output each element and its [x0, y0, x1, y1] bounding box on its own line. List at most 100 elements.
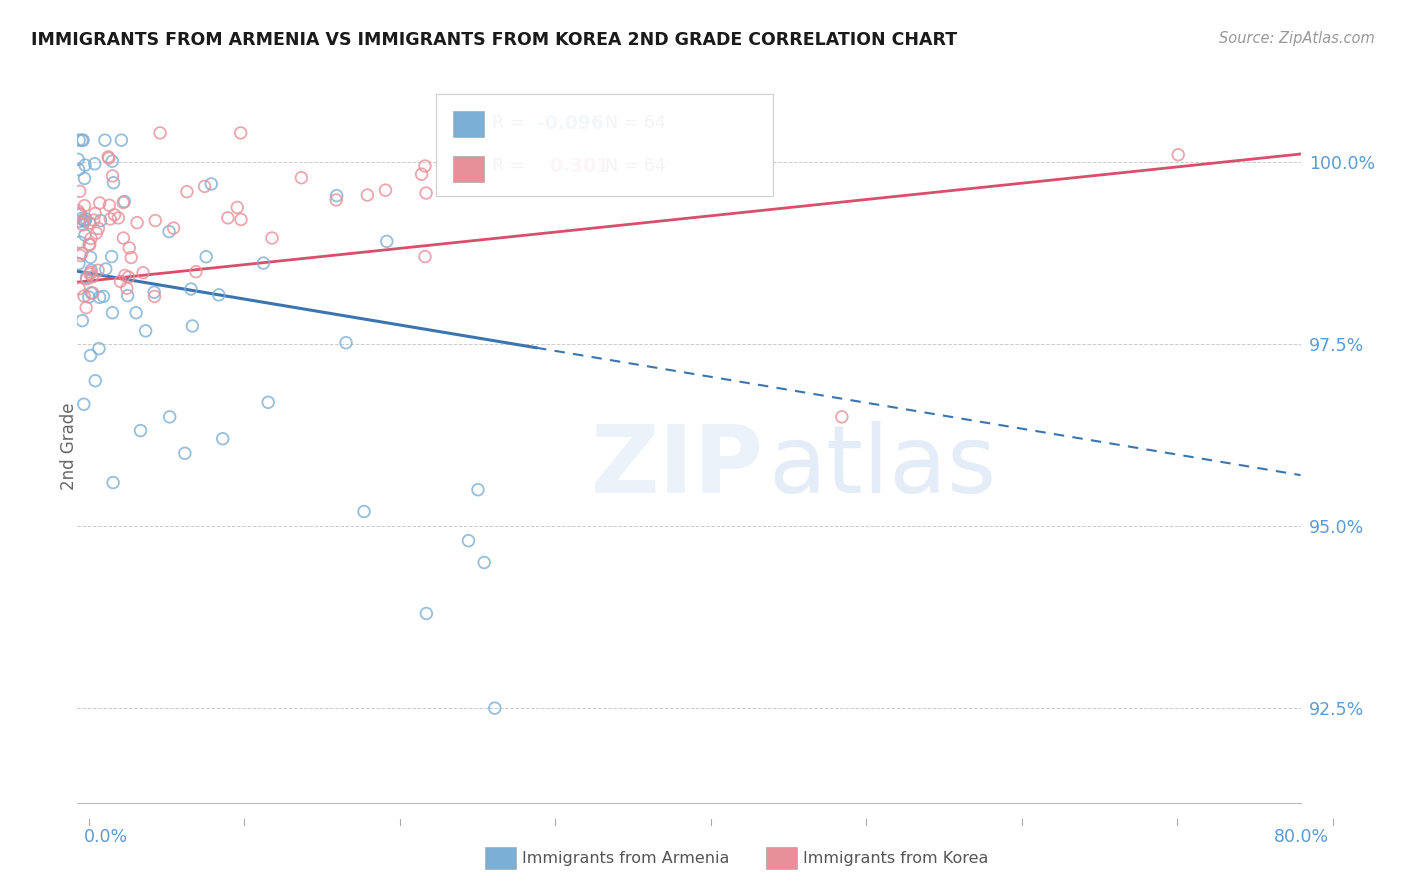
Point [87, 342, 110, 356]
Point [67, 206, 90, 220]
Point [118, 241, 141, 255]
Point [457, 533, 479, 548]
Point [149, 126, 172, 140]
Point [117, 270, 139, 285]
Point [110, 274, 132, 288]
Point [75, 158, 97, 172]
Point [335, 335, 357, 350]
Point [69, 184, 91, 198]
Point [112, 231, 135, 245]
Point [180, 282, 202, 296]
Point [80, 231, 103, 245]
Point [211, 432, 233, 446]
Point [73, 214, 96, 228]
Text: 0.0%: 0.0% [84, 828, 128, 846]
Text: -0.096: -0.096 [537, 114, 605, 133]
Point [117, 288, 139, 302]
Point [103, 176, 125, 190]
Point [195, 250, 218, 264]
Point [325, 193, 347, 207]
Point [143, 213, 166, 227]
Point [72, 313, 94, 327]
Point [98, 198, 121, 212]
Text: atlas: atlas [769, 421, 997, 514]
Point [87, 263, 110, 277]
Point [69, 235, 91, 249]
Text: Immigrants from Korea: Immigrants from Korea [803, 851, 988, 865]
Point [159, 409, 181, 424]
Point [89, 290, 111, 304]
Point [200, 177, 222, 191]
Text: N = 64: N = 64 [605, 114, 665, 132]
Point [125, 306, 148, 320]
Point [89, 196, 111, 211]
Point [217, 211, 239, 225]
Point [67, 203, 90, 218]
Text: 80.0%: 80.0% [1274, 828, 1329, 846]
Point [70, 211, 93, 226]
Point [67, 133, 90, 147]
Point [252, 256, 274, 270]
Point [135, 324, 157, 338]
Point [208, 288, 231, 302]
Point [353, 504, 375, 518]
Point [77, 290, 100, 304]
Point [290, 170, 312, 185]
Point [411, 167, 433, 181]
Point [176, 185, 198, 199]
Point [260, 231, 283, 245]
Point [174, 446, 197, 460]
Point [72, 133, 94, 147]
Point [69, 249, 91, 263]
Point [413, 250, 436, 264]
Point [84, 374, 107, 388]
Point [110, 133, 132, 147]
Point [1167, 147, 1189, 161]
Point [467, 483, 489, 497]
Point [97, 151, 120, 165]
Point [70, 246, 93, 260]
Point [73, 289, 96, 303]
Point [86, 226, 108, 240]
Point [79, 349, 101, 363]
Point [413, 159, 436, 173]
Point [107, 211, 129, 225]
Point [112, 194, 135, 209]
Point [193, 179, 215, 194]
Point [472, 556, 495, 570]
Point [93, 289, 115, 303]
Point [94, 262, 117, 277]
Point [67, 257, 90, 271]
Point [415, 186, 437, 200]
Point [325, 188, 347, 202]
Point [101, 169, 124, 183]
Point [103, 208, 125, 222]
Text: Immigrants from Armenia: Immigrants from Armenia [522, 851, 728, 865]
Point [115, 281, 138, 295]
Point [257, 395, 280, 409]
Point [484, 701, 506, 715]
Point [79, 216, 101, 230]
Point [184, 265, 207, 279]
Point [226, 201, 249, 215]
Point [83, 157, 105, 171]
Point [73, 397, 96, 411]
Point [87, 221, 110, 235]
Point [67, 162, 90, 177]
Text: Source: ZipAtlas.com: Source: ZipAtlas.com [1219, 31, 1375, 46]
Point [80, 285, 103, 300]
Point [157, 225, 180, 239]
Point [162, 221, 184, 235]
Point [90, 213, 112, 227]
Text: N = 64: N = 64 [605, 158, 665, 176]
Text: R =: R = [492, 114, 530, 132]
Point [79, 267, 101, 281]
Point [375, 235, 398, 249]
Point [229, 212, 252, 227]
Point [72, 218, 94, 232]
Point [97, 150, 120, 164]
Point [100, 250, 122, 264]
Point [73, 199, 96, 213]
Text: IMMIGRANTS FROM ARMENIA VS IMMIGRANTS FROM KOREA 2ND GRADE CORRELATION CHART: IMMIGRANTS FROM ARMENIA VS IMMIGRANTS FR… [31, 31, 957, 49]
Text: 0.301: 0.301 [537, 157, 609, 176]
